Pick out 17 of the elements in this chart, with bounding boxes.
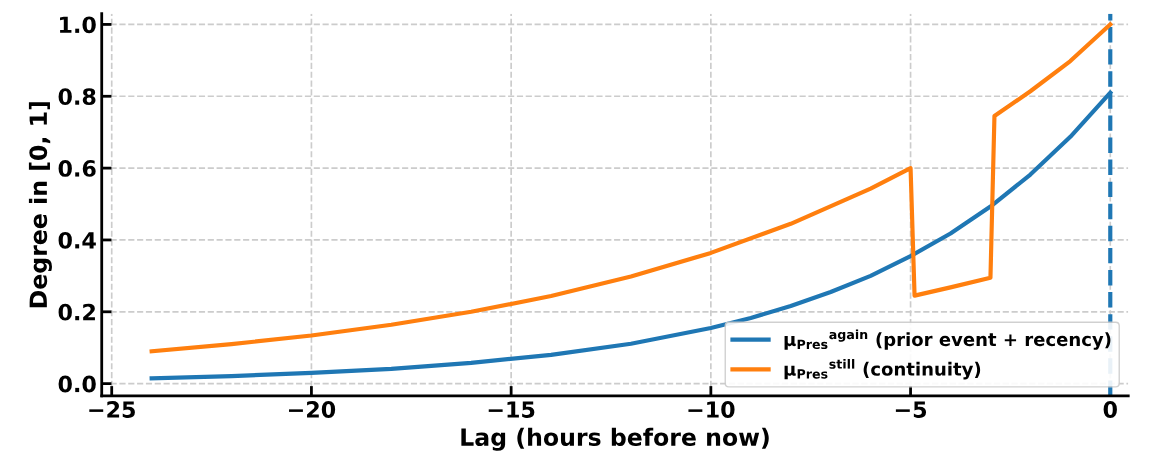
x-tick-label: −5: [895, 401, 927, 418]
y-tick-label: 0.6: [58, 160, 96, 177]
x-tick-label: −15: [488, 401, 535, 418]
y-tick-label: 0.0: [58, 375, 96, 393]
x-axis-title: Lag (hours before now): [461, 427, 769, 451]
legend-label: μ$_{Pres}$$^{again}$ (prior event + recency): [784, 329, 1111, 350]
x-tick-label: −25: [89, 401, 135, 418]
y-tick-label: 1.0: [60, 16, 96, 34]
x-tick-label: 0: [1103, 401, 1117, 418]
y-axis-title: Degree in [0, 1]: [28, 102, 52, 308]
x-tick-label: −20: [289, 401, 336, 418]
y-tick-label: 0.4: [58, 231, 96, 249]
x-tick-label: −10: [688, 401, 735, 418]
line-series: [149, 22, 1113, 354]
y-tick-label: 0.8: [58, 88, 96, 106]
legend-label: μ$_{Pres}$$^{still}$ (continuity): [784, 359, 981, 380]
y-tick-label: 0.2: [58, 303, 95, 321]
